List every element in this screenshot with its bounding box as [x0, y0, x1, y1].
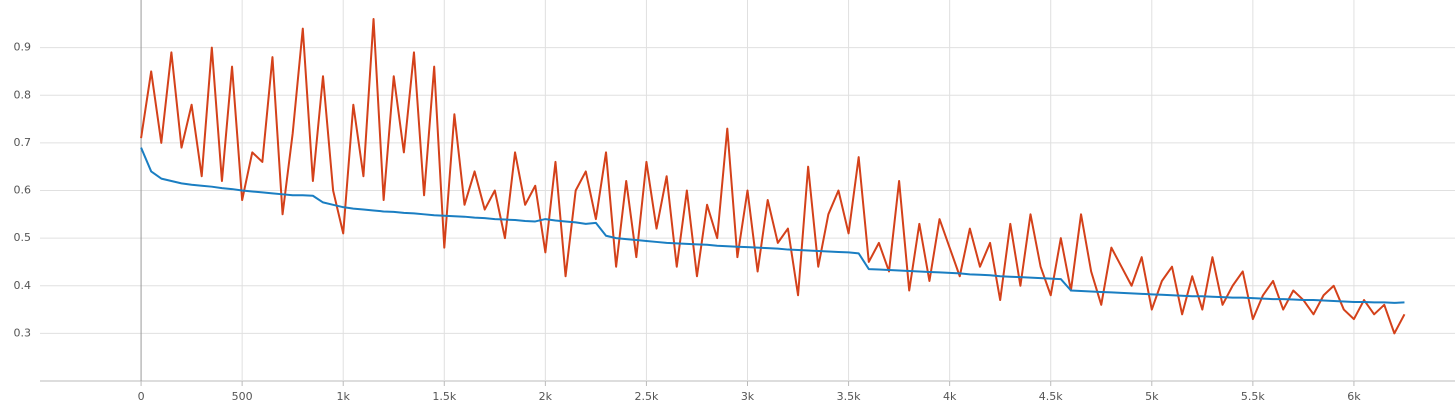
y-tick-label: 0.5	[14, 231, 32, 244]
y-tick-label: 0.8	[14, 88, 32, 101]
x-tick-label: 500	[232, 390, 253, 403]
x-tick-label: 1.5k	[432, 390, 456, 403]
x-tick-label: 2.5k	[634, 390, 658, 403]
y-tick-label: 0.9	[14, 41, 32, 54]
y-tick-label: 0.7	[14, 136, 32, 149]
x-tick-label: 4k	[943, 390, 957, 403]
series-line	[140, 147, 1405, 304]
x-tick-label: 4.5k	[1039, 390, 1063, 403]
series-line	[140, 18, 1406, 335]
y-tick-label: 0.4	[14, 279, 32, 292]
x-tick-label: 3k	[741, 390, 755, 403]
x-tick-label: 2k	[539, 390, 553, 403]
x-tick-label: 6k	[1347, 390, 1361, 403]
x-tick-label: 5k	[1145, 390, 1159, 403]
x-tick-label: 5.5k	[1241, 390, 1265, 403]
y-tick-label: 0.3	[14, 326, 32, 339]
x-tick-label: 0	[138, 390, 145, 403]
y-tick-label: 0.6	[14, 184, 32, 197]
x-tick-label: 3.5k	[837, 390, 861, 403]
x-tick-label: 1k	[337, 390, 351, 403]
